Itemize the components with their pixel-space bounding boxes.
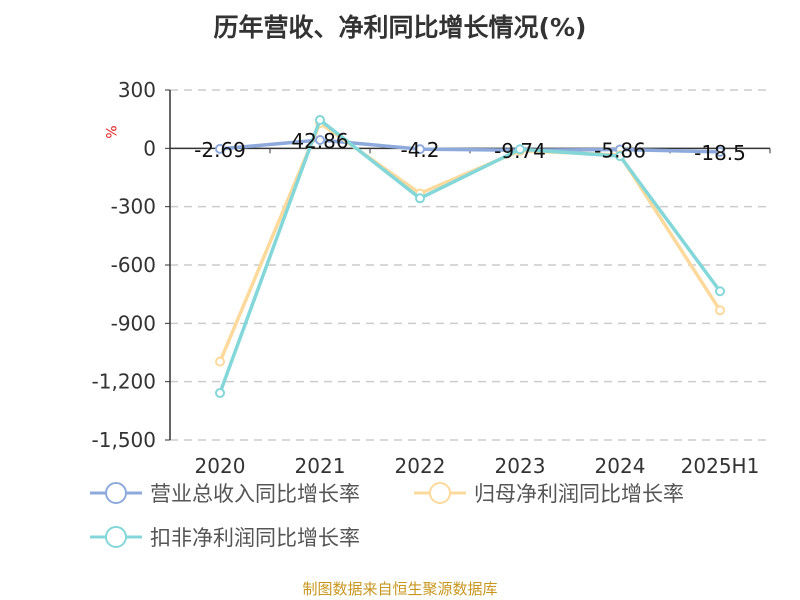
x-tick-label: 2023 [495, 454, 546, 478]
data-point [315, 114, 325, 125]
legend-label: 归母净利润同比增长率 [474, 482, 684, 506]
chart-title: 历年营收、净利同比增长情况(%) [213, 13, 587, 42]
legend-marker-icon [90, 526, 142, 548]
series-line [219, 138, 721, 154]
data-point [515, 144, 525, 155]
data-label: -9.74 [494, 139, 546, 163]
legend-item-deducted-net-profit[interactable]: 扣非净利润同比增长率 [90, 522, 360, 552]
data-point [215, 143, 225, 154]
data-point [715, 286, 725, 297]
data-point [415, 193, 425, 204]
legend-marker-icon [414, 482, 466, 504]
data-point [215, 387, 225, 398]
source-note: 制图数据来自恒生聚源数据库 [302, 580, 498, 598]
x-tick-label: 2024 [595, 454, 646, 478]
legend-item-net-profit[interactable]: 归母净利润同比增长率 [414, 478, 684, 508]
y-tick-label: -1,200 [92, 370, 156, 394]
y-tick-label: -1,500 [92, 428, 156, 452]
x-tick-label: 2022 [395, 454, 446, 478]
y-tick-label: 300 [118, 78, 156, 102]
x-tick-label: 2020 [195, 454, 246, 478]
data-label: -18.5 [694, 141, 746, 165]
data-label: -5.86 [594, 138, 646, 162]
data-point [615, 151, 625, 162]
legend-marker-icon [90, 482, 142, 504]
y-tick-label: -300 [111, 195, 156, 219]
y-tick-label: 0 [143, 136, 156, 160]
data-label: -4.2 [400, 138, 439, 162]
data-point [715, 146, 725, 157]
data-point [415, 144, 425, 155]
data-label: -2.69 [194, 138, 246, 162]
data-point [715, 305, 725, 316]
data-label: 42.86 [291, 129, 348, 153]
y-axis-unit: % [102, 125, 118, 138]
y-tick-label: -900 [111, 311, 156, 335]
data-point [215, 356, 225, 367]
y-tick-label: -600 [111, 253, 156, 277]
x-tick-label: 2025H1 [681, 454, 760, 478]
x-tick-label: 2021 [295, 454, 346, 478]
legend-label: 营业总收入同比增长率 [150, 482, 360, 506]
legend-item-revenue[interactable]: 营业总收入同比增长率 [90, 478, 360, 508]
series-line [218, 117, 722, 394]
data-point [315, 134, 325, 145]
legend-label: 扣非净利润同比增长率 [150, 526, 360, 550]
